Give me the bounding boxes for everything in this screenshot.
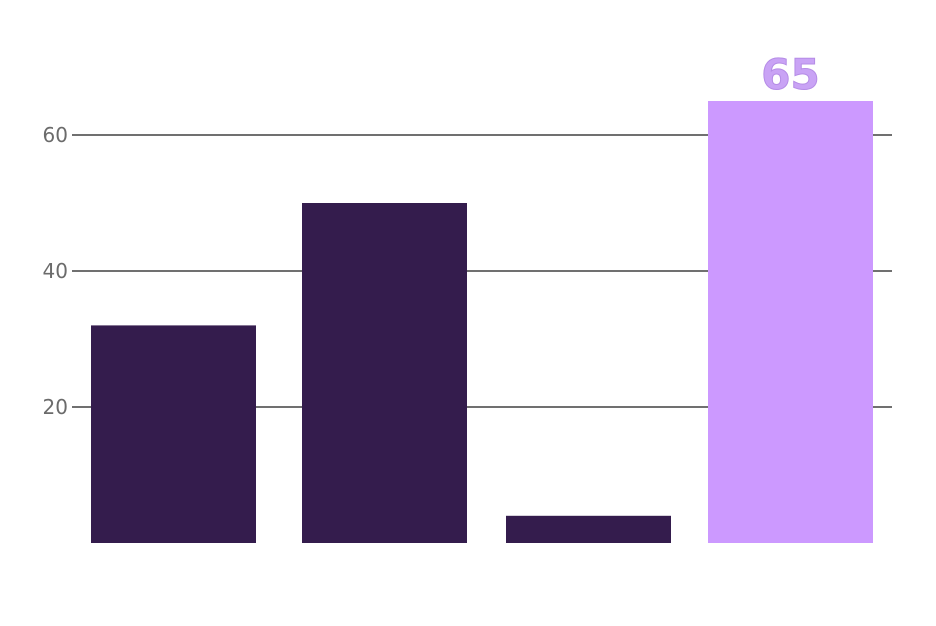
- y-axis-ticks: 20 40 60: [43, 123, 68, 419]
- bar-2: [302, 203, 467, 543]
- y-tick-label-20: 20: [43, 395, 68, 419]
- data-label-bar-4: 65: [761, 50, 819, 99]
- y-tick-label-40: 40: [43, 259, 68, 283]
- bar-3: [506, 515, 671, 543]
- bars: [91, 101, 873, 543]
- bar-4: [708, 101, 873, 543]
- data-labels: 65: [761, 50, 820, 100]
- bar-1: [91, 325, 256, 543]
- y-tick-label-60: 60: [43, 123, 68, 147]
